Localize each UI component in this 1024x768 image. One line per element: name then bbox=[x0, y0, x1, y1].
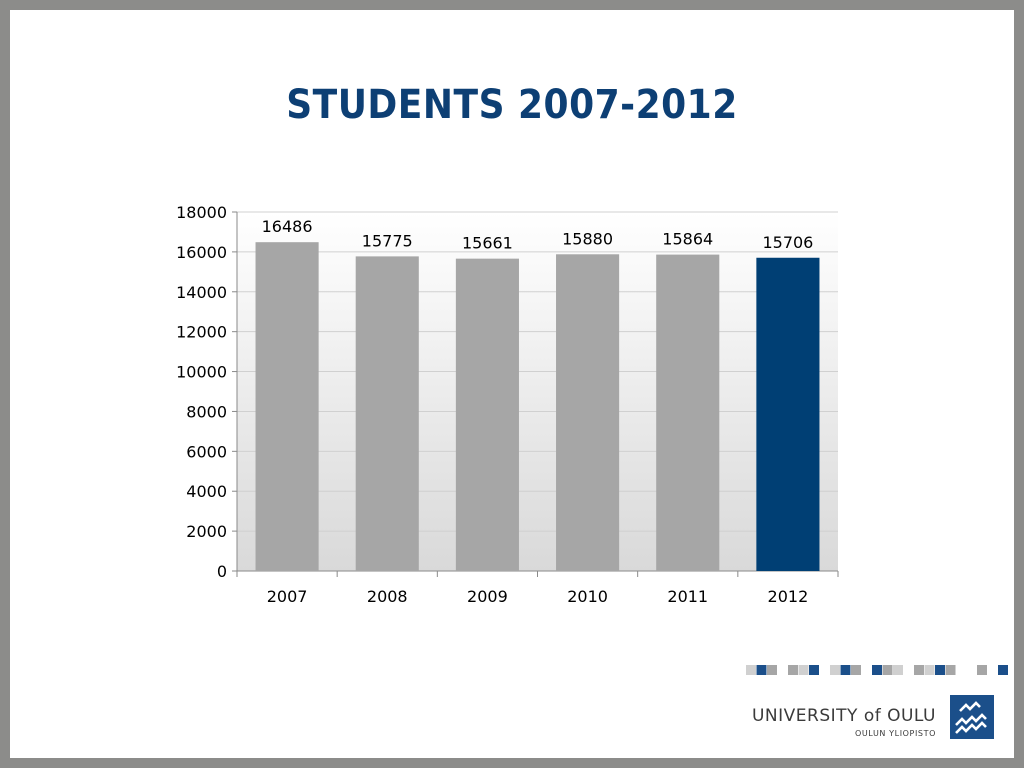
slide-title: STUDENTS 2007-2012 bbox=[286, 82, 738, 128]
decorative-square bbox=[830, 665, 840, 675]
data-label-2008: 15775 bbox=[362, 231, 413, 250]
decorative-square bbox=[851, 665, 861, 675]
bar-2009 bbox=[455, 258, 519, 571]
bar-2011 bbox=[656, 254, 720, 572]
university-logo-text: UNIVERSITY of OULU OULUN YLIOPISTO bbox=[752, 706, 936, 738]
y-tick-label: 0 bbox=[217, 562, 227, 581]
x-tick-label-2009: 2009 bbox=[467, 587, 508, 606]
y-tick-label: 12000 bbox=[176, 323, 227, 342]
decorative-square bbox=[882, 665, 893, 675]
plot-area bbox=[237, 212, 838, 571]
x-tick-label-2012: 2012 bbox=[768, 587, 809, 606]
bar-2012 bbox=[756, 257, 820, 571]
decorative-square bbox=[809, 665, 819, 675]
y-tick-label: 14000 bbox=[176, 283, 227, 302]
bar-2007 bbox=[255, 242, 319, 571]
x-tick-label-2010: 2010 bbox=[567, 587, 608, 606]
y-tick-label: 6000 bbox=[186, 442, 227, 461]
y-tick-label: 2000 bbox=[186, 522, 227, 541]
data-label-2009: 15661 bbox=[462, 234, 513, 253]
university-name: UNIVERSITY of OULU bbox=[751, 706, 936, 726]
decorative-square bbox=[767, 665, 777, 675]
bar-2008 bbox=[355, 256, 419, 571]
decorative-square bbox=[798, 665, 809, 675]
data-label-2012: 15706 bbox=[762, 233, 813, 252]
slide: STUDENTS 2007-2012 0 2000 4000 6000 8000 1000… bbox=[10, 10, 1014, 758]
y-tick-label: 8000 bbox=[186, 402, 227, 421]
decorative-square bbox=[756, 665, 767, 675]
decorative-square bbox=[945, 665, 956, 675]
decorative-square bbox=[935, 665, 945, 675]
university-logo-icon bbox=[950, 695, 994, 739]
y-tick-label: 18000 bbox=[176, 203, 227, 222]
university-subtitle: OULUN YLIOPISTO bbox=[854, 729, 936, 738]
decorative-square bbox=[977, 665, 987, 675]
bar-2010 bbox=[556, 254, 620, 571]
x-tick-label-2011: 2011 bbox=[667, 587, 708, 606]
y-tick-label: 4000 bbox=[186, 482, 227, 501]
decorative-squares bbox=[746, 665, 1008, 675]
data-label-2011: 15864 bbox=[662, 230, 713, 249]
y-tick-label: 16000 bbox=[176, 243, 227, 262]
decorative-square bbox=[893, 665, 903, 675]
decorative-square bbox=[788, 665, 798, 675]
decorative-square bbox=[746, 665, 756, 675]
x-tick-label-2008: 2008 bbox=[367, 587, 408, 606]
x-tick-label-2007: 2007 bbox=[267, 587, 308, 606]
decorative-square bbox=[872, 665, 882, 675]
data-label-2010: 15880 bbox=[562, 229, 613, 248]
decorative-square bbox=[840, 665, 851, 675]
bar-chart: 0 2000 4000 6000 8000 10000 12000 14000 16000 180… bbox=[176, 203, 839, 606]
decorative-square bbox=[924, 665, 935, 675]
data-label-2007: 16486 bbox=[262, 217, 313, 236]
decorative-square bbox=[998, 665, 1008, 675]
y-tick-label: 10000 bbox=[176, 363, 227, 382]
decorative-square bbox=[914, 665, 924, 675]
